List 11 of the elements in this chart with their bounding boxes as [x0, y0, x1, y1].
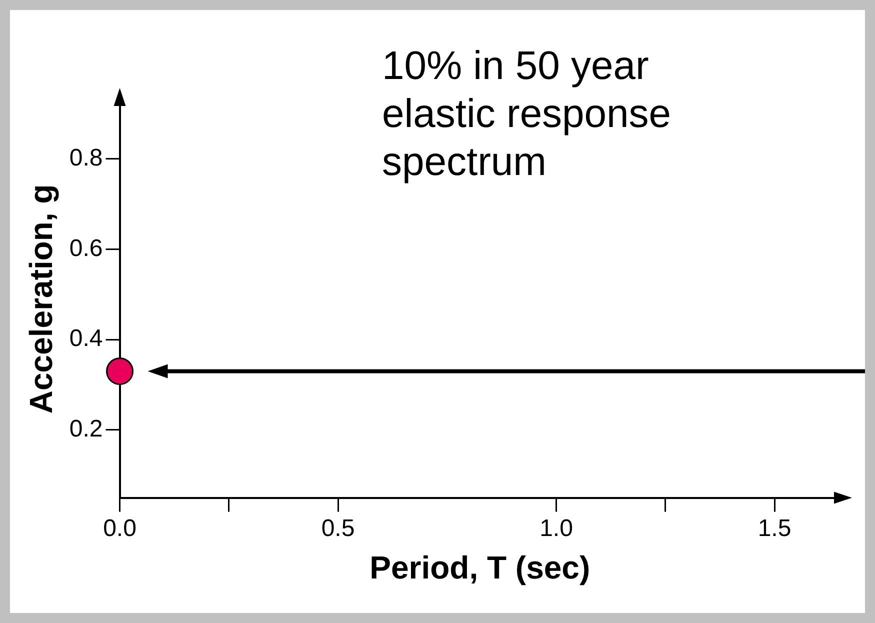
y-tick-label: 0.6 [69, 234, 103, 262]
x-tick-label: 1.5 [758, 514, 792, 542]
x-axis-title: Period, T (sec) [370, 550, 590, 586]
y-axis-title: Acceleration, g [23, 184, 60, 414]
x-tick-label: 1.0 [540, 514, 573, 542]
x-tick-label: 0.5 [321, 514, 355, 542]
x-tick-label: 0.0 [103, 514, 136, 542]
y-tick-label: 0.2 [69, 416, 103, 443]
y-tick-label: 0.4 [69, 325, 103, 352]
annotation: 10% in 50 year elastic response spectrum [382, 43, 672, 186]
y-tick-label: 0.8 [69, 144, 103, 172]
